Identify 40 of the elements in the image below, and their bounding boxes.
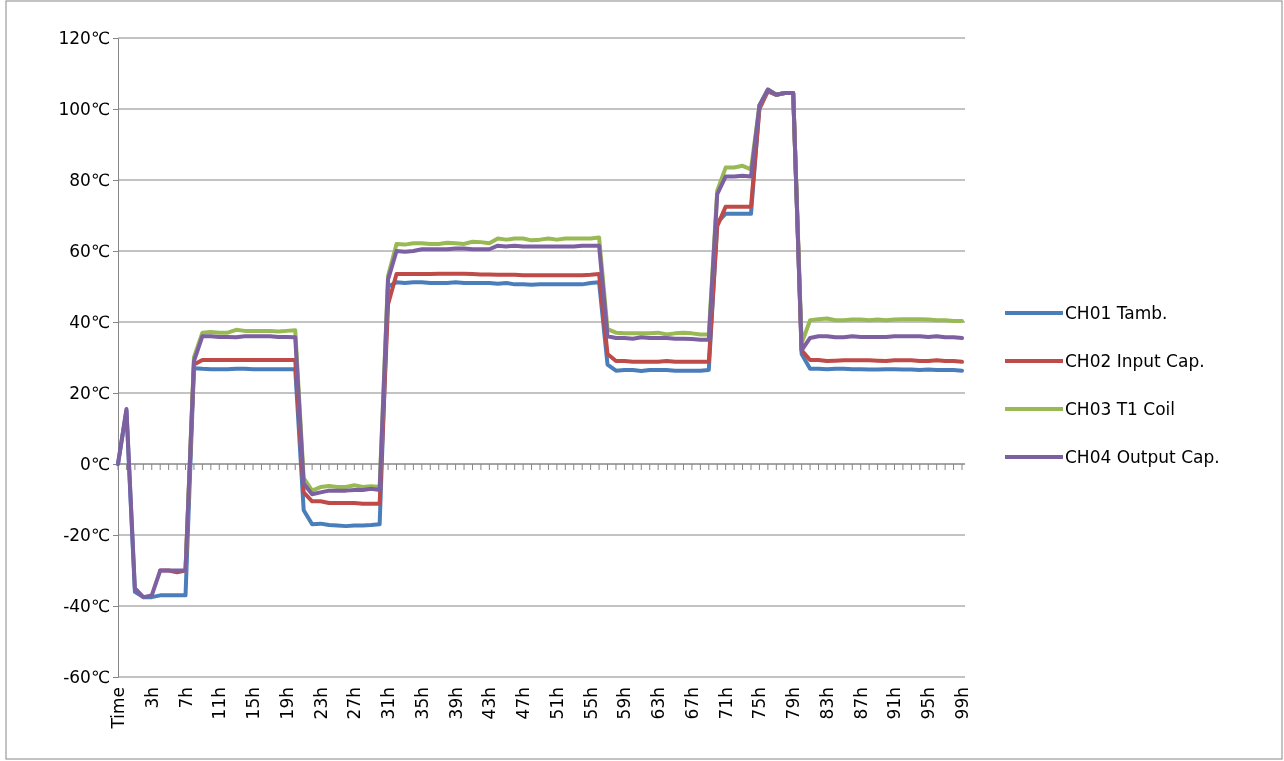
- y-tick-label: -20℃: [63, 524, 110, 545]
- x-tick-label: 91h: [884, 687, 905, 720]
- x-tick-label: 39h: [445, 687, 466, 720]
- y-tick-label: 60℃: [69, 240, 110, 261]
- x-tick-label: Time: [108, 687, 128, 730]
- x-tick-label: 35h: [411, 687, 432, 720]
- x-tick-label: 55h: [580, 687, 601, 720]
- y-tick-label: 120℃: [58, 27, 110, 48]
- x-tick-label: 63h: [648, 687, 669, 720]
- legend-label: CH01 Tamb.: [1065, 303, 1168, 323]
- legend-label: CH03 T1 Coil: [1065, 399, 1176, 419]
- x-tick-label: 11h: [209, 687, 230, 720]
- x-tick-label: 27h: [344, 687, 365, 720]
- y-tick-label: -60℃: [63, 666, 110, 687]
- y-tick-label: 100℃: [58, 98, 110, 119]
- x-tick-label: 31h: [378, 687, 399, 720]
- x-tick-label: 75h: [749, 687, 770, 720]
- x-tick-label: 19h: [276, 687, 297, 720]
- x-tick-label: 83h: [816, 687, 837, 720]
- x-tick-label: 87h: [850, 687, 871, 720]
- x-tick-label: 59h: [614, 687, 635, 720]
- x-tick-label: 23h: [310, 687, 331, 720]
- y-tick-label: 80℃: [69, 169, 110, 190]
- x-tick-label: 43h: [479, 687, 500, 720]
- x-tick-label: 71h: [715, 687, 736, 720]
- x-tick-label: 3h: [141, 687, 162, 709]
- y-tick-label: 20℃: [69, 382, 110, 403]
- y-tick-label: -40℃: [63, 595, 110, 616]
- x-tick-label: 7h: [175, 687, 196, 709]
- y-tick-label: 0℃: [80, 453, 110, 474]
- legend-label: CH02 Input Cap.: [1065, 351, 1205, 371]
- x-tick-label: 47h: [513, 687, 534, 720]
- x-tick-label: 95h: [918, 687, 939, 720]
- legend-label: CH04 Output Cap.: [1065, 447, 1220, 467]
- x-tick-label: 15h: [243, 687, 264, 720]
- x-tick-label: 79h: [783, 687, 804, 720]
- x-tick-label: 99h: [952, 687, 972, 720]
- y-tick-label: 40℃: [69, 311, 110, 332]
- x-tick-label: 67h: [681, 687, 702, 720]
- x-tick-label: 51h: [546, 687, 567, 720]
